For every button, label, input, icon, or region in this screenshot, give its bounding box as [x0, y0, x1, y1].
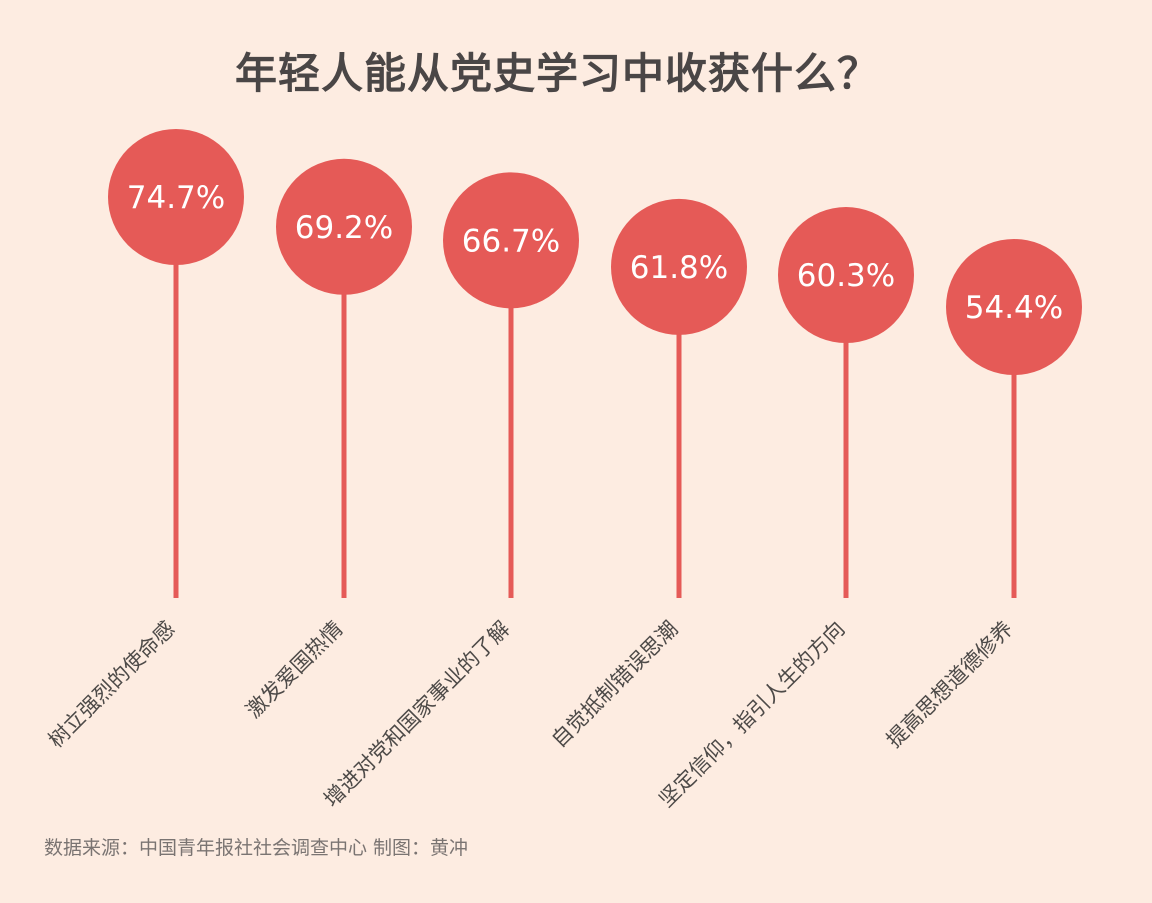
- lollipop-circle: [443, 172, 579, 309]
- category-label: 增进对党和国家事业的了解: [319, 617, 514, 812]
- chart-title: 年轻人能从党史学习中收获什么？: [234, 49, 880, 98]
- lollipop-circle: [611, 198, 747, 335]
- lollipop-stem: [341, 226, 347, 598]
- value-label: 54.4%: [965, 290, 1063, 326]
- value-label: 61.8%: [630, 250, 728, 286]
- lollipop-stem: [1011, 307, 1017, 598]
- category-label: 提高思想道德修养: [882, 617, 1018, 753]
- lollipop-stem: [676, 266, 682, 598]
- lollipop-stem: [843, 275, 849, 598]
- value-label: 66.7%: [462, 223, 560, 259]
- lollipop-circle: [778, 207, 914, 344]
- value-label: 60.3%: [797, 258, 895, 294]
- lollipop-circle: [108, 129, 244, 265]
- lollipop-circle: [276, 158, 412, 295]
- category-label: 激发爱国热情: [241, 617, 347, 723]
- data-source-note: 数据来源：中国青年报社社会调查中心 制图：黄冲: [44, 837, 469, 859]
- value-label: 69.2%: [295, 210, 393, 246]
- category-label: 树立强烈的使命感: [44, 617, 180, 753]
- value-label: 74.7%: [127, 180, 225, 216]
- lollipop-stem: [173, 197, 179, 598]
- lollipop-circle: [946, 239, 1082, 375]
- category-label: 自觉抵制错误思潮: [547, 617, 683, 753]
- category-label: 坚定信仰，指引人生的方向: [654, 617, 849, 812]
- lollipop-stem: [508, 240, 514, 599]
